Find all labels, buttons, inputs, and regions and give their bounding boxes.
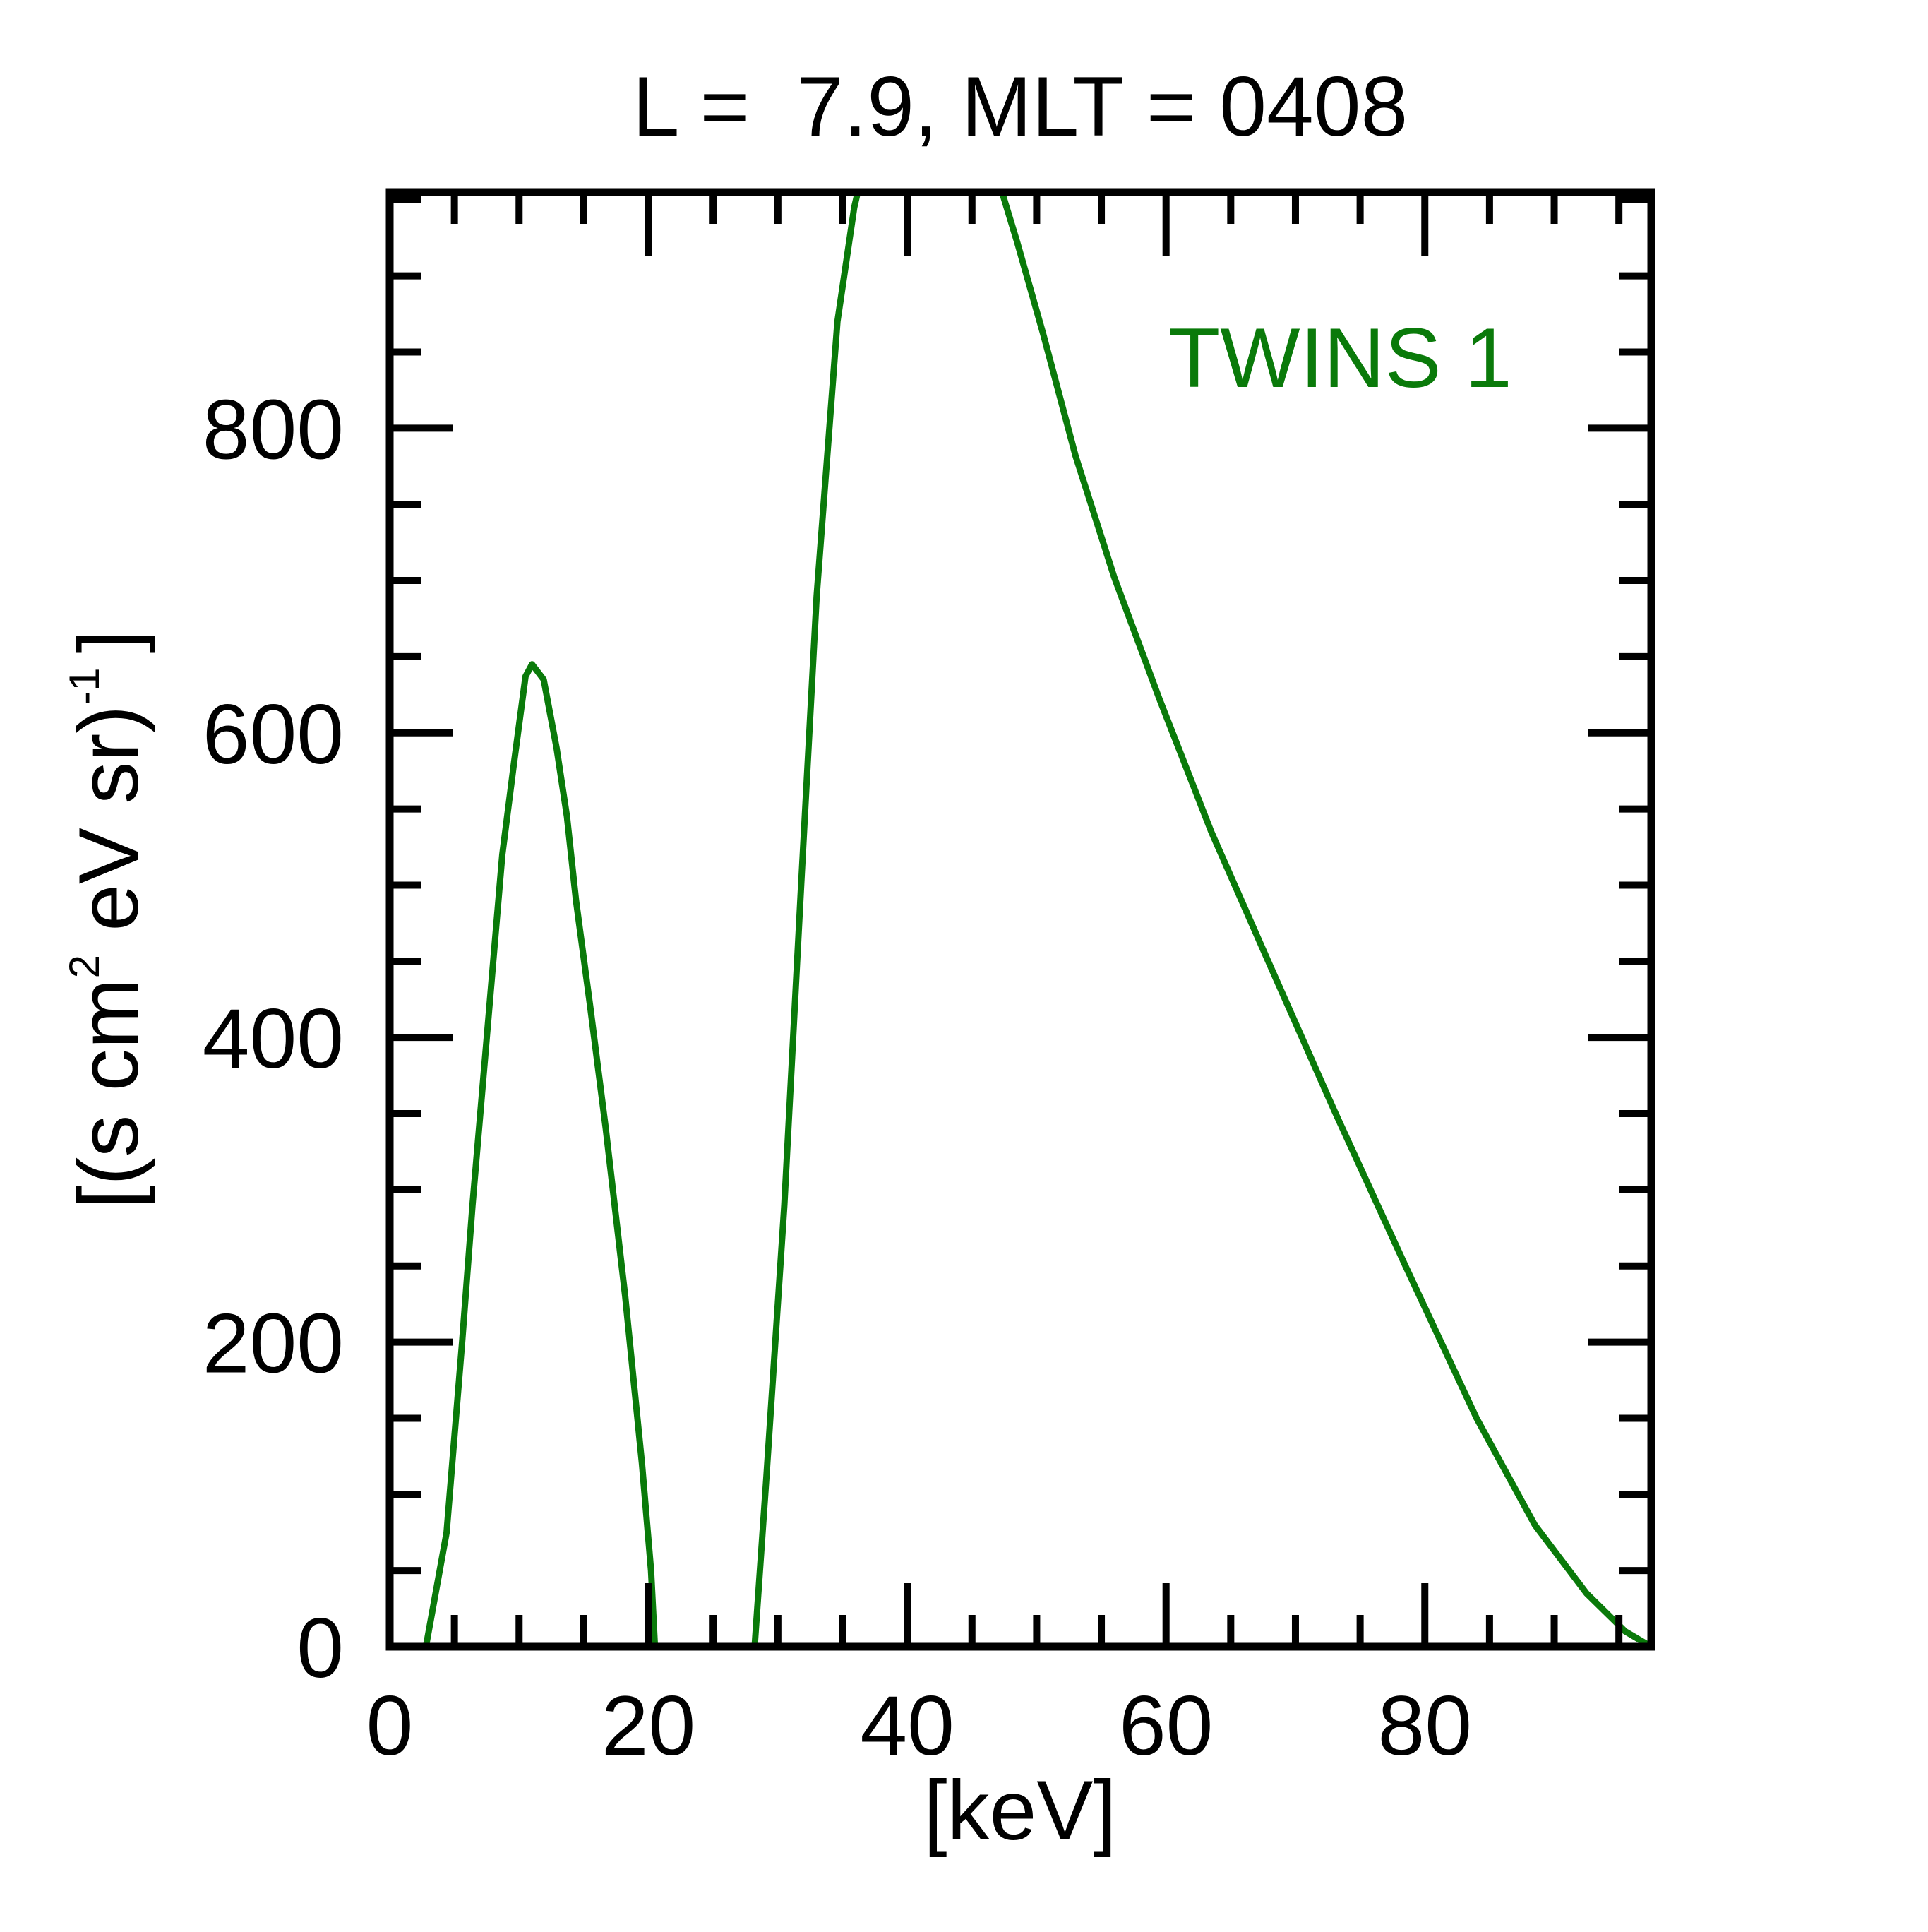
- legend-entry-twins-1: TWINS 1: [1168, 311, 1512, 405]
- x-tick-label: 0: [366, 1678, 414, 1773]
- series-layer: [422, 192, 1651, 1647]
- y-tick-label: 200: [203, 1296, 344, 1391]
- y-axis-label-sup2: 2: [61, 955, 108, 978]
- y-tick-label: 600: [203, 687, 344, 782]
- y-axis-label-close: ]: [61, 630, 156, 653]
- x-tick-label: 20: [601, 1678, 695, 1773]
- chart-title: L = 7.9, MLT = 0408: [633, 59, 1408, 154]
- y-tick-labels: 0 200 400 600 800: [203, 382, 344, 1695]
- x-tick-label: 40: [860, 1678, 954, 1773]
- x-tick-label: 60: [1119, 1678, 1213, 1773]
- x-tick-label: 80: [1378, 1678, 1472, 1773]
- series-line-segment-2: [751, 192, 1651, 1647]
- y-tick-label: 0: [297, 1601, 344, 1695]
- series-line-segment-1: [422, 661, 659, 1647]
- x-axis-label: [keV]: [923, 1763, 1116, 1858]
- x-tick-labels: 0 20 40 60 80: [366, 1678, 1472, 1773]
- y-axis-label-supneg: -1: [61, 667, 108, 705]
- plot-area: [422, 192, 1651, 1647]
- y-axis-label-open: [(s cm: [61, 978, 156, 1209]
- y-axis-label: [(s cm2 eV sr)-1]: [61, 630, 156, 1209]
- y-tick-label: 800: [203, 382, 344, 477]
- y-tick-label: 400: [203, 991, 344, 1086]
- y-axis-label-mid: eV sr): [61, 705, 156, 955]
- plot-frame: [385, 188, 1655, 1651]
